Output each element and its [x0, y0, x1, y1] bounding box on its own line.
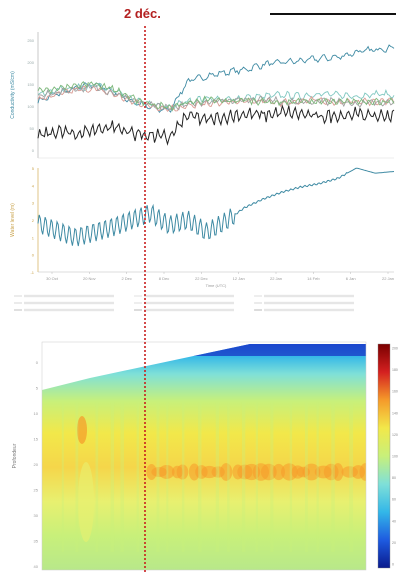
heatmap-warm-cell: [260, 463, 277, 481]
top-y-tick: 150: [27, 82, 34, 87]
top-series-line: [37, 83, 395, 111]
heatmap-streak: [61, 402, 64, 552]
heatmap-streak: [120, 402, 124, 552]
legend-text-placeholder: [144, 308, 234, 312]
mid-y-tick: 2: [32, 218, 35, 223]
mid-x-tick: 22 Jan: [270, 276, 282, 281]
heatmap-streak: [241, 402, 246, 552]
colorbar-tick: 40: [392, 519, 396, 523]
heatmap-plot: [42, 344, 366, 570]
top-series-line: [37, 80, 395, 112]
heatmap-frame: [41, 341, 367, 571]
top-series-line: [37, 104, 395, 146]
mid-x-tick: 22 Dec: [195, 276, 208, 281]
heatmap-warm-cell: [158, 465, 175, 479]
heatmap-warm-cell: [302, 463, 321, 481]
mid-x-tick: 2 Dec: [121, 276, 131, 281]
heatmap-warm-cell: [77, 416, 87, 444]
legend-text-placeholder: [144, 301, 234, 305]
colorbar-tick: 0: [392, 563, 394, 567]
mid-x-tick: 22 Jan: [382, 276, 394, 281]
colorbar-tick: 160: [392, 390, 398, 394]
heatmap-warm-cell: [359, 463, 366, 481]
heatmap-warm-cell: [220, 463, 233, 481]
heatmap-deep-blue-band: [180, 344, 366, 356]
mid-y-tick: 1: [32, 235, 35, 240]
mid-x-tick: 12 Jan: [233, 276, 245, 281]
colorbar: [377, 343, 391, 569]
mid-x-label: Time (UTC): [206, 283, 227, 288]
event-label: 2 déc.: [124, 6, 161, 21]
top-y-tick: 200: [27, 60, 34, 65]
top-y-tick: 100: [27, 104, 34, 109]
mid-x-tick: 14 Feb: [307, 276, 320, 281]
heatmap-y-tick: 30: [34, 513, 39, 518]
colorbar-tick: 120: [392, 433, 398, 437]
mid-x-tick: 8 Dec: [159, 276, 169, 281]
heatmap-y-tick: 10: [34, 411, 39, 416]
mid-y-tick: -1: [30, 270, 34, 275]
colorbar-tick: 140: [392, 411, 398, 415]
heatmap-streak: [95, 402, 99, 552]
heatmap-streak: [270, 402, 274, 552]
heatmap-y-tick: 20: [34, 462, 39, 467]
top-y-tick: 50: [30, 126, 35, 131]
heatmap-streak: [156, 402, 160, 552]
heatmap-y-tick: 5: [36, 386, 39, 391]
colorbar-tick: 200: [392, 347, 398, 351]
colorbar-tick: 180: [392, 368, 398, 372]
top-series-line: [37, 82, 395, 111]
legend-text-placeholder: [264, 294, 354, 298]
legend-text-placeholder: [24, 308, 114, 312]
mid-y-label: Water level (m): [10, 203, 16, 237]
mid-x-tick: 30 Oct: [46, 276, 59, 281]
legend-text-placeholder: [264, 301, 354, 305]
heatmap-y-label: Profondeur: [12, 443, 18, 468]
colorbar-tick: 60: [392, 498, 396, 502]
legend-text-placeholder: [24, 294, 114, 298]
heatmap-warm-cell: [272, 463, 285, 481]
legend-text-placeholder: [144, 294, 234, 298]
heatmap-y-tick: 0: [36, 360, 39, 365]
colorbar-tick: 20: [392, 541, 396, 545]
heatmap-y-tick: 15: [34, 437, 39, 442]
heatmap-streak: [316, 402, 319, 552]
heatmap-y-tick: 40: [34, 564, 39, 569]
heatmap-warm-cell: [332, 463, 344, 481]
heatmap-streak: [75, 402, 79, 552]
heatmap-streak: [289, 402, 293, 552]
legend-text-placeholder: [264, 308, 354, 312]
heatmap-streak: [181, 402, 185, 552]
heatmap-streak: [110, 402, 115, 552]
colorbar-tick: 100: [392, 455, 398, 459]
heatmap-y-tick: 25: [34, 488, 39, 493]
top-y-tick: 250: [27, 38, 34, 43]
heatmap-streak: [215, 402, 220, 552]
mid-y-tick: 4: [32, 183, 35, 188]
heatmap-streak: [305, 402, 308, 552]
heatmap-streak: [166, 402, 169, 552]
heatmap-field: [42, 344, 366, 570]
mid-x-tick: 20 Nov: [83, 276, 96, 281]
colorbar-tick: 80: [392, 476, 396, 480]
legend-text-placeholder: [24, 301, 114, 305]
mid-y-tick: 0: [32, 253, 35, 258]
heatmap-streak: [78, 462, 94, 542]
top-y-tick: 0: [32, 148, 35, 153]
heatmap-streak: [136, 402, 139, 552]
heatmap-streak: [227, 402, 230, 552]
top-y-label: Conductivity (mS/cm): [10, 71, 16, 119]
mid-y-tick: 3: [32, 201, 35, 206]
mid-x-tick: 6 Jan: [346, 276, 356, 281]
heatmap-streak: [198, 402, 202, 552]
heatmap-warm-cell: [176, 464, 189, 480]
heatmap-y-tick: 35: [34, 539, 39, 544]
heatmap-streak: [349, 402, 354, 552]
mid-series-line: [37, 167, 395, 247]
mid-y-tick: 5: [32, 166, 35, 171]
top-series-line: [37, 85, 395, 112]
heatmap-streak: [331, 402, 335, 552]
heatmap-streak: [255, 402, 258, 552]
